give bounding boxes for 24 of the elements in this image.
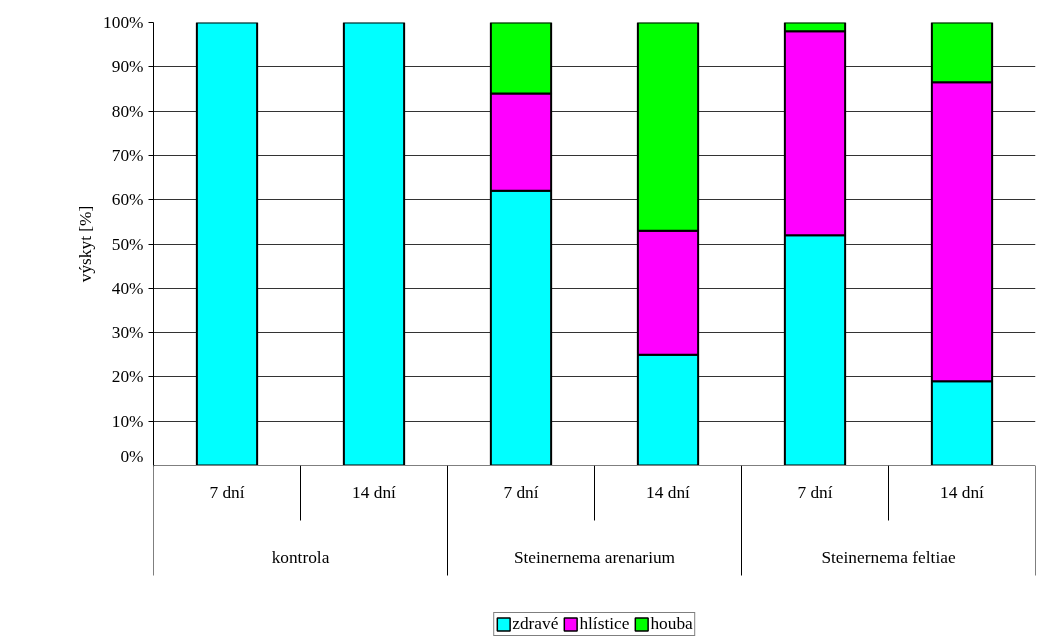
y-tick-label: 10% <box>111 411 144 431</box>
x-tick-label: 14 dní <box>940 483 985 502</box>
x-tick-label: 14 dní <box>352 483 397 502</box>
legend-label: houba <box>650 614 693 634</box>
x-tick-label: 14 dní <box>646 483 691 502</box>
y-tick-label: 20% <box>111 367 144 387</box>
y-tick-label: 100% <box>103 13 144 32</box>
y-tick-label: 90% <box>111 57 144 77</box>
y-axis-title: výskyt [%] <box>76 205 96 283</box>
x-tick-label: 7 dní <box>503 483 539 502</box>
text: Steinernema feltiae <box>821 548 956 567</box>
y-tick-label: 60% <box>111 190 144 210</box>
y-tick-label: 40% <box>111 278 144 298</box>
y-tick-label: 80% <box>111 101 144 121</box>
x-tick-label: 7 dní <box>209 483 245 502</box>
legend-label: zdravé <box>512 614 559 634</box>
x-tick-label: 7 dní <box>797 483 833 502</box>
y-tick-label: 50% <box>111 234 144 254</box>
y-tick-label: 0% <box>120 446 144 466</box>
y-tick-label: 70% <box>111 145 144 165</box>
text: kontrola <box>271 548 330 567</box>
y-tick-label: 30% <box>111 323 144 343</box>
legend-label: hlístice <box>579 614 630 634</box>
text: Steinernema arenarium <box>513 548 676 567</box>
